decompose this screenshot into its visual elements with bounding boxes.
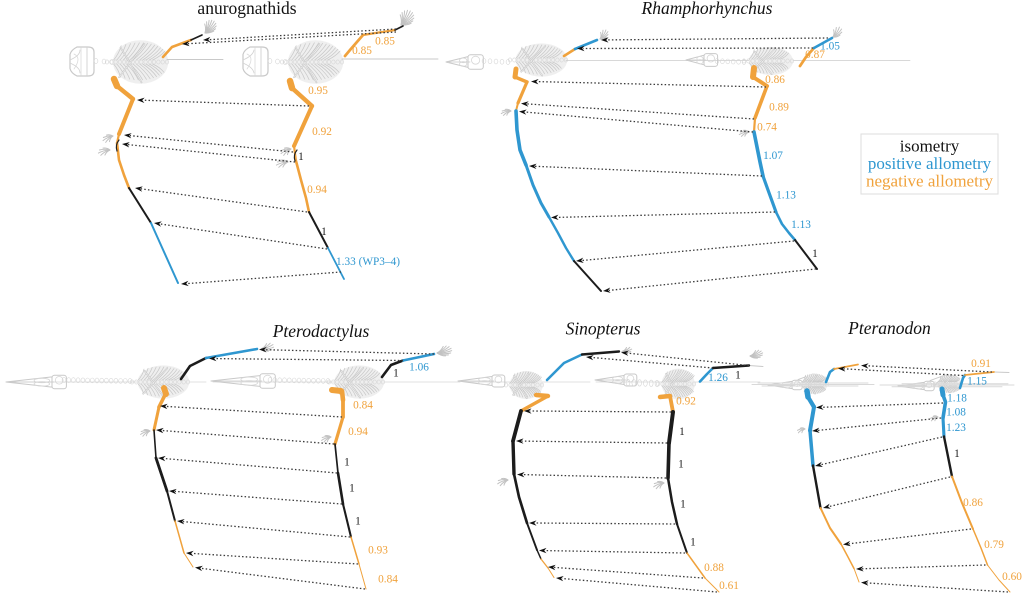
svg-text:0.92: 0.92 (312, 126, 332, 138)
svg-text:negative allometry: negative allometry (866, 172, 993, 191)
svg-text:0.86: 0.86 (963, 497, 983, 509)
svg-text:1: 1 (690, 537, 696, 549)
svg-text:0.61: 0.61 (719, 580, 739, 592)
svg-text:1.26: 1.26 (708, 372, 728, 384)
svg-text:1.05: 1.05 (820, 41, 840, 53)
svg-text:anurognathids: anurognathids (197, 0, 296, 18)
svg-text:1: 1 (349, 483, 355, 495)
svg-text:0.85: 0.85 (352, 45, 372, 57)
svg-text:1.06: 1.06 (409, 362, 429, 374)
svg-text:1: 1 (344, 457, 350, 469)
svg-text:0.85: 0.85 (375, 36, 395, 48)
svg-text:positive allometry: positive allometry (868, 154, 992, 173)
svg-text:0.92: 0.92 (676, 396, 696, 408)
svg-text:1: 1 (812, 248, 818, 260)
svg-text:1.18: 1.18 (947, 393, 967, 405)
svg-text:0.60: 0.60 (1002, 571, 1022, 583)
svg-text:0.84: 0.84 (353, 400, 373, 412)
svg-text:Sinopterus: Sinopterus (566, 319, 641, 339)
svg-text:1: 1 (393, 368, 399, 380)
svg-text:0.94: 0.94 (307, 184, 327, 196)
svg-text:1.15: 1.15 (967, 376, 987, 388)
svg-text:0.89: 0.89 (769, 102, 789, 114)
svg-text:0.86: 0.86 (765, 74, 785, 86)
svg-text:0.88: 0.88 (704, 562, 724, 574)
svg-text:Pteranodon: Pteranodon (847, 318, 931, 338)
svg-text:1: 1 (298, 151, 304, 163)
svg-text:1.07: 1.07 (763, 150, 783, 162)
svg-text:1.08: 1.08 (946, 407, 966, 419)
svg-text:1.23: 1.23 (946, 422, 966, 434)
svg-text:isometry: isometry (900, 137, 960, 156)
svg-text:1: 1 (355, 516, 361, 528)
svg-text:0.79: 0.79 (984, 539, 1004, 551)
svg-text:Rhamphorhynchus: Rhamphorhynchus (641, 0, 773, 18)
svg-text:1.33 (WP3–4): 1.33 (WP3–4) (336, 256, 400, 268)
svg-text:Pterodactylus: Pterodactylus (272, 321, 370, 341)
svg-text:0.94: 0.94 (348, 426, 368, 438)
svg-text:0.95: 0.95 (308, 85, 328, 97)
svg-text:1: 1 (954, 448, 960, 460)
svg-text:0.74: 0.74 (757, 122, 777, 134)
svg-text:1: 1 (679, 426, 685, 438)
svg-text:1.13: 1.13 (791, 219, 811, 231)
svg-text:0.91: 0.91 (971, 358, 991, 370)
svg-text:0.84: 0.84 (378, 574, 398, 586)
svg-text:0.87: 0.87 (805, 49, 825, 61)
svg-text:0.93: 0.93 (368, 545, 388, 557)
svg-text:1.13: 1.13 (776, 190, 796, 202)
svg-text:1: 1 (321, 226, 327, 238)
svg-text:1: 1 (680, 499, 686, 511)
svg-text:1: 1 (678, 459, 684, 471)
svg-text:1: 1 (735, 370, 741, 382)
